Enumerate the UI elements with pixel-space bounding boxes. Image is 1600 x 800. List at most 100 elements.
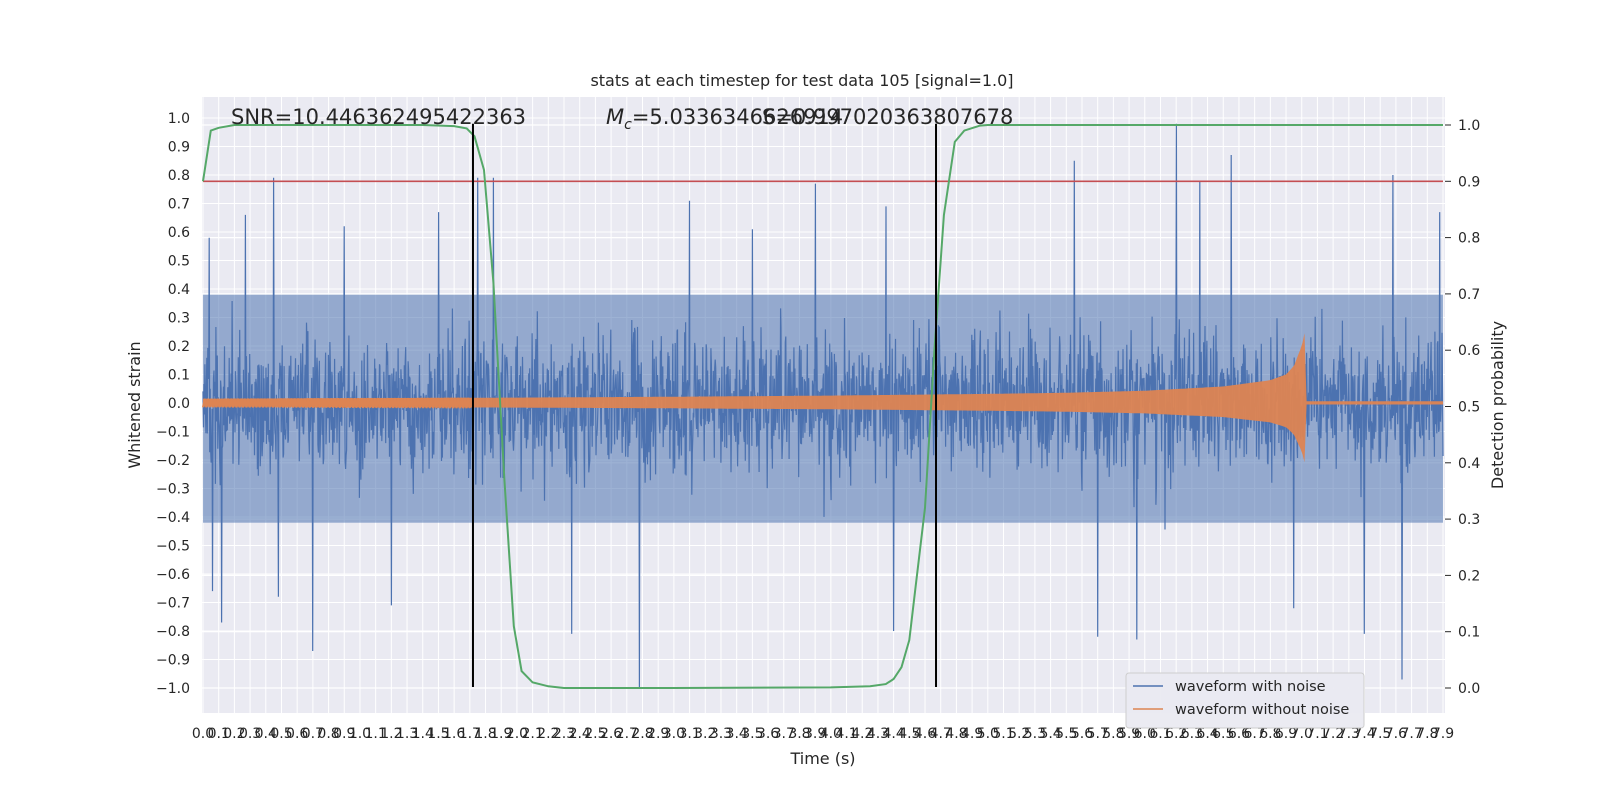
x-tick-label: 1.6 — [443, 726, 465, 742]
x-tick-label: 5.7 — [1087, 726, 1109, 742]
y-tick-label: −0.8 — [156, 624, 190, 640]
x-tick-label: 7.3 — [1338, 726, 1360, 742]
x-tick-label: 4.2 — [851, 726, 873, 742]
y-tick-label: 0.9 — [168, 140, 190, 156]
y-tick-label: 0.4 — [168, 282, 190, 298]
x-tick-label: 4.6 — [914, 726, 936, 742]
x-tick-label: 1.9 — [490, 726, 512, 742]
y2-tick-labels: 0.0 0.1 0.2 0.3 0.4 0.5 0.6 0.7 0.8 0.9 1.0 — [1445, 118, 1480, 697]
y-tick-label: 0.8 — [168, 168, 190, 184]
x-tick-label: 1.1 — [365, 726, 387, 742]
legend: waveform with noise waveform without noi… — [1125, 672, 1365, 729]
x-tick-label: 0.7 — [302, 726, 324, 742]
x-tick-label: 6.9 — [1275, 726, 1297, 742]
y2-tick-label: 0.4 — [1458, 456, 1480, 472]
y2-tick-label: 1.0 — [1458, 118, 1480, 134]
x-tick-label: 2.9 — [647, 726, 669, 742]
series-detection-probability — [202, 124, 1443, 689]
x-tick-label: 1.7 — [459, 726, 481, 742]
y-tick-label: −0.6 — [156, 567, 190, 583]
chirp-mass-symbol: M — [606, 105, 624, 129]
x-tick-label: 3.5 — [741, 726, 763, 742]
vertical-markers — [471, 123, 938, 687]
y2-tick-label: 0.7 — [1458, 287, 1480, 303]
x-tick-label: 7.8 — [1416, 726, 1438, 742]
x-tick-label: 1.2 — [380, 726, 402, 742]
x-tick-label: 5.0 — [977, 726, 999, 742]
y2-tick-label: 0.8 — [1458, 231, 1480, 247]
y-tick-label: −0.4 — [156, 510, 190, 526]
x-tick-label: 2.3 — [553, 726, 575, 742]
x-tick-label: 1.5 — [427, 726, 449, 742]
y2-tick-label: 0.0 — [1458, 681, 1480, 697]
y-tick-label: 0.1 — [168, 368, 190, 384]
x-tick-label: 5.5 — [1055, 726, 1077, 742]
x-tick-label: 1.0 — [349, 726, 371, 742]
x-tick-label: 4.3 — [867, 726, 889, 742]
x-tick-label: 2.8 — [631, 726, 653, 742]
x-tick-label: 5.8 — [1102, 726, 1124, 742]
x-tick-label: 3.2 — [694, 726, 716, 742]
probability-line — [202, 124, 1443, 689]
x-tick-label: 4.4 — [883, 726, 905, 742]
x-tick-label: 7.1 — [1306, 726, 1328, 742]
x-tick-label: 2.5 — [584, 726, 606, 742]
x-tick-label: 0.0 — [192, 726, 214, 742]
chirp-mass-value: =5.0336346626914 — [632, 105, 843, 129]
x-tick-label: 4.1 — [835, 726, 857, 742]
x-tick-label: 2.7 — [616, 726, 638, 742]
clean-envelope — [203, 333, 1443, 463]
x-tick-label: 2.2 — [537, 726, 559, 742]
x-tick-label: 7.4 — [1353, 726, 1375, 742]
y2-tick-label: 0.9 — [1458, 174, 1480, 190]
x-tick-label: 3.9 — [804, 726, 826, 742]
y2-tick-label: 0.1 — [1458, 625, 1480, 641]
x-tick-label: 6.3 — [1181, 726, 1203, 742]
y2-tick-label: 0.5 — [1458, 400, 1480, 416]
x-tick-label: 6.6 — [1228, 726, 1250, 742]
x-tick-label: 0.1 — [208, 726, 230, 742]
x-tick-label: 6.4 — [1196, 726, 1218, 742]
y2-tick-label: 0.2 — [1458, 568, 1480, 584]
y-tick-labels: −1.0 −0.9 −0.8 −0.7 −0.6 −0.5 −0.4 −0.3 −0.2 −0.1… — [156, 111, 190, 697]
y2-tick-label: 0.6 — [1458, 343, 1480, 359]
x-tick-label: 2.1 — [521, 726, 543, 742]
x-tick-label: 0.8 — [317, 726, 339, 742]
y-axis-label: Whitened strain — [125, 341, 144, 468]
y-tick-label: −1.0 — [156, 681, 190, 697]
x-tick-label: 7.6 — [1385, 726, 1407, 742]
x-tick-label: 2.4 — [569, 726, 591, 742]
y-tick-label: 1.0 — [168, 111, 190, 127]
chart-title: stats at each timestep for test data 105… — [590, 71, 1013, 90]
x-tick-label: 4.0 — [820, 726, 842, 742]
legend-label-clean: waveform without noise — [1175, 702, 1349, 718]
y-tick-label: −0.5 — [156, 539, 190, 555]
x-tick-label: 7.2 — [1322, 726, 1344, 742]
x-tick-label: 7.0 — [1291, 726, 1313, 742]
y2-axis-label: Detection probability — [1488, 321, 1507, 489]
x-tick-label: 1.3 — [396, 726, 418, 742]
x-tick-label: 2.0 — [506, 726, 528, 742]
x-tick-label: 6.0 — [1134, 726, 1156, 742]
x-tick-label: 3.8 — [788, 726, 810, 742]
y-tick-label: 0.2 — [168, 339, 190, 355]
x-tick-labels: 0.00.10.20.30.40.50.60.70.80.91.01.11.21… — [192, 726, 1454, 742]
y-tick-label: 0.3 — [168, 311, 190, 327]
y-tick-label: −0.7 — [156, 596, 190, 612]
y-tick-label: 0.0 — [168, 396, 190, 412]
x-tick-label: 5.2 — [1008, 726, 1030, 742]
x-tick-label: 6.8 — [1259, 726, 1281, 742]
x-tick-label: 5.4 — [1039, 726, 1061, 742]
x-tick-label: 4.9 — [961, 726, 983, 742]
x-tick-label: 6.5 — [1212, 726, 1234, 742]
x-tick-label: 3.3 — [710, 726, 732, 742]
x-tick-label: 1.8 — [474, 726, 496, 742]
x-tick-label: 2.6 — [600, 726, 622, 742]
x-tick-label: 0.2 — [223, 726, 245, 742]
x-tick-label: 7.7 — [1400, 726, 1422, 742]
overlap-annotation: S=0.997020363807678 — [762, 105, 1013, 129]
x-tick-label: 0.9 — [333, 726, 355, 742]
x-tick-label: 5.1 — [992, 726, 1014, 742]
x-tick-label: 5.6 — [1071, 726, 1093, 742]
